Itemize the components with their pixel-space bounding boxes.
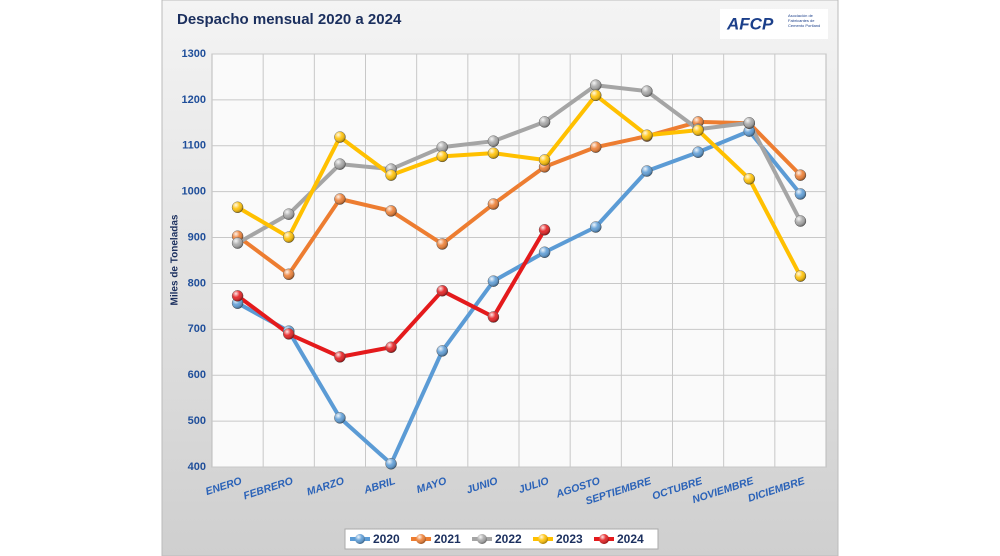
legend-label: 2023 bbox=[556, 532, 583, 546]
y-tick-label: 700 bbox=[188, 323, 206, 335]
point-shine bbox=[385, 341, 397, 353]
point-shine bbox=[487, 311, 499, 323]
point-shine bbox=[436, 141, 448, 153]
point-shine bbox=[590, 141, 602, 153]
legend-box bbox=[344, 528, 659, 550]
point-shine bbox=[487, 147, 499, 159]
point-shine bbox=[794, 215, 806, 227]
point-shine bbox=[436, 150, 448, 162]
point-shine bbox=[334, 193, 346, 205]
legend-label: 2022 bbox=[495, 532, 522, 546]
legend-label: 2021 bbox=[434, 532, 461, 546]
series-line bbox=[236, 119, 802, 277]
point-shine bbox=[590, 89, 602, 101]
y-axis-label: Miles de Toneladas bbox=[170, 214, 181, 305]
point-shine bbox=[283, 231, 295, 243]
logo-box bbox=[720, 9, 828, 39]
point-shine bbox=[743, 173, 755, 185]
point-shine bbox=[794, 188, 806, 200]
y-tick-label: 1200 bbox=[182, 94, 206, 106]
logo-text-box: Asociación de Fabricantes de Cemento Por… bbox=[788, 13, 821, 28]
point-shine bbox=[385, 205, 397, 217]
legend-label: 2020 bbox=[373, 532, 400, 546]
point-shine bbox=[487, 275, 499, 287]
series-line bbox=[236, 83, 803, 245]
point-shine bbox=[232, 201, 244, 213]
y-tick-label: 800 bbox=[188, 277, 206, 289]
point-shine bbox=[539, 224, 551, 236]
point-shine bbox=[794, 270, 806, 282]
y-tick-label: 400 bbox=[188, 461, 206, 473]
point-shine bbox=[487, 198, 499, 210]
chart-title: Despacho mensual 2020 a 2024 bbox=[177, 11, 402, 28]
point-shine bbox=[487, 135, 499, 147]
point-shine bbox=[743, 125, 755, 137]
point-shine bbox=[794, 169, 806, 181]
point-shine bbox=[590, 221, 602, 233]
point-shine bbox=[590, 79, 602, 91]
point-shine bbox=[334, 131, 346, 143]
logo-name: AFCP bbox=[726, 14, 774, 33]
point-shine bbox=[232, 290, 244, 302]
point-shine bbox=[385, 458, 397, 470]
legend-marker-shine bbox=[355, 534, 365, 544]
point-shine bbox=[641, 85, 653, 97]
logo-text: Asociación de Fabricantes de Cemento Por… bbox=[788, 13, 821, 28]
point-shine bbox=[692, 146, 704, 158]
series-line bbox=[236, 129, 802, 466]
point-shine bbox=[334, 158, 346, 170]
point-shine bbox=[539, 246, 551, 258]
y-tick-label: 600 bbox=[188, 369, 206, 381]
point-shine bbox=[283, 328, 295, 340]
y-tick-label: 1000 bbox=[182, 186, 206, 198]
legend-marker-shine bbox=[477, 534, 487, 544]
point-shine bbox=[641, 165, 653, 177]
point-shine bbox=[283, 268, 295, 280]
point-shine bbox=[743, 117, 755, 129]
point-shine bbox=[539, 116, 551, 128]
legend-marker-shine bbox=[538, 534, 548, 544]
point-shine bbox=[232, 237, 244, 249]
point-shine bbox=[641, 129, 653, 141]
legend-marker-shine bbox=[416, 534, 426, 544]
point-shine bbox=[436, 238, 448, 250]
y-tick-label: 900 bbox=[188, 231, 206, 243]
point-shine bbox=[436, 345, 448, 357]
point-shine bbox=[692, 124, 704, 136]
y-tick-label: 1100 bbox=[182, 140, 206, 152]
point-shine bbox=[539, 154, 551, 166]
legend-label: 2024 bbox=[617, 532, 644, 546]
y-tick-label: 500 bbox=[188, 415, 206, 427]
series-line bbox=[236, 93, 803, 278]
point-shine bbox=[436, 285, 448, 297]
point-shine bbox=[334, 351, 346, 363]
y-tick-label: 1300 bbox=[182, 48, 206, 60]
point-shine bbox=[283, 208, 295, 220]
point-shine bbox=[385, 169, 397, 181]
point-shine bbox=[334, 412, 346, 424]
legend-marker-shine bbox=[599, 534, 609, 544]
